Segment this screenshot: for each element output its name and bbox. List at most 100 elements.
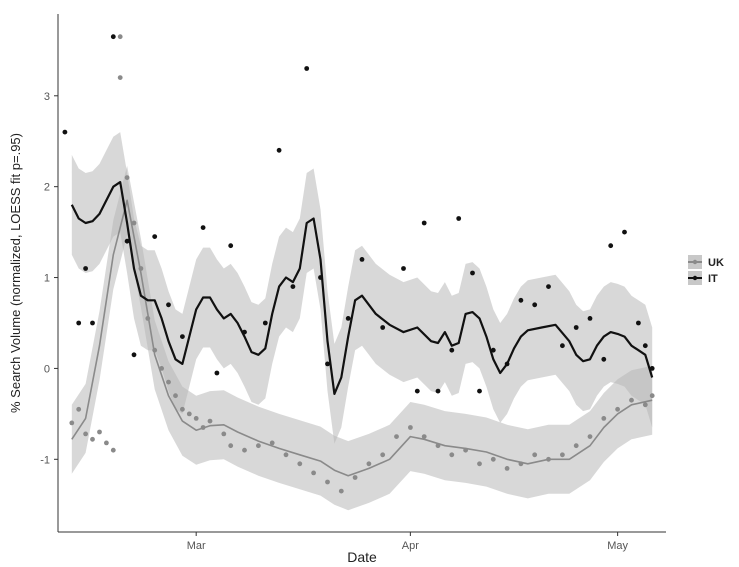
- data-point-uk: [504, 466, 510, 471]
- data-point-it: [83, 266, 88, 271]
- data-point-uk: [615, 406, 620, 412]
- confidence-bands: [71, 132, 653, 511]
- data-point-uk: [408, 425, 413, 430]
- data-point-uk: [518, 461, 524, 467]
- data-point-uk: [546, 456, 551, 462]
- fit-line-uk: [71, 199, 653, 477]
- data-point-it: [546, 284, 551, 289]
- data-point-it: [228, 243, 234, 249]
- data-point-it: [90, 320, 95, 326]
- data-point-uk: [573, 443, 579, 449]
- data-point-uk: [131, 220, 137, 226]
- data-point-uk: [338, 488, 344, 494]
- data-point-it: [380, 325, 386, 330]
- x-tick-label: May: [607, 540, 628, 552]
- data-point-uk: [159, 366, 165, 371]
- data-point-uk: [83, 431, 88, 437]
- data-point-it: [518, 297, 524, 303]
- data-point-it: [180, 334, 185, 339]
- data-point-it: [276, 147, 282, 153]
- data-point-uk: [477, 461, 482, 467]
- data-point-uk: [97, 429, 102, 435]
- data-point-uk: [90, 436, 95, 442]
- axes: -1 0 1 2 3 Mar Apr May: [40, 14, 666, 552]
- data-point-uk: [352, 475, 358, 480]
- data-point-uk: [228, 443, 234, 449]
- data-point-it: [242, 329, 247, 335]
- data-point-it: [449, 347, 455, 353]
- data-point-uk: [435, 443, 441, 449]
- data-point-it: [290, 284, 296, 289]
- data-point-it: [318, 275, 323, 280]
- data-point-it: [152, 234, 158, 240]
- data-point-uk: [104, 440, 109, 446]
- data-point-uk: [297, 461, 303, 467]
- data-point-uk: [256, 443, 261, 449]
- y-tick-label: 0: [44, 363, 50, 375]
- data-point-uk: [283, 452, 289, 458]
- x-tick-label: Mar: [187, 540, 206, 552]
- data-point-it: [636, 320, 641, 326]
- data-point-uk: [186, 411, 192, 417]
- data-point-it: [601, 356, 607, 362]
- data-point-it: [166, 302, 171, 308]
- data-point-uk: [193, 416, 199, 421]
- data-point-it: [110, 34, 116, 40]
- data-point-uk: [366, 461, 372, 467]
- data-point-it: [262, 320, 268, 326]
- data-point-uk: [173, 393, 178, 399]
- data-point-uk: [69, 420, 75, 426]
- data-point-uk: [587, 434, 593, 439]
- data-point-uk: [207, 418, 213, 424]
- data-point-it: [359, 257, 365, 262]
- data-point-uk: [560, 452, 565, 458]
- data-point-uk: [463, 447, 468, 453]
- data-point-uk: [325, 479, 330, 485]
- y-tick-label: 3: [44, 91, 50, 103]
- data-point-uk: [145, 316, 151, 321]
- data-point-uk: [380, 452, 386, 458]
- x-axis-title: Date: [347, 549, 377, 565]
- data-point-it: [62, 129, 68, 135]
- data-points: [62, 34, 655, 494]
- y-tick-label: 2: [44, 182, 50, 194]
- y-axis-title: % Search Volume (normalized, LOESS fit p…: [8, 133, 23, 413]
- data-point-it: [200, 225, 206, 231]
- data-point-it: [470, 270, 475, 276]
- data-point-uk: [532, 452, 538, 458]
- data-point-it: [414, 388, 420, 394]
- data-point-uk: [269, 440, 275, 446]
- data-point-uk: [490, 456, 496, 462]
- data-point-uk: [138, 266, 144, 271]
- data-point-uk: [601, 416, 607, 421]
- data-point-uk: [649, 393, 655, 399]
- data-point-uk: [152, 347, 158, 353]
- legend-key-point: [692, 275, 698, 281]
- data-point-it: [587, 316, 593, 321]
- data-point-uk: [421, 434, 427, 439]
- data-point-it: [504, 361, 510, 367]
- data-point-uk: [117, 75, 123, 80]
- data-point-it: [573, 325, 579, 330]
- data-point-it: [345, 316, 351, 321]
- x-axis-ticks: Mar Apr May: [187, 532, 629, 552]
- data-point-it: [532, 302, 538, 308]
- data-point-uk: [117, 34, 123, 40]
- legend-label-uk: UK: [708, 257, 724, 269]
- data-point-uk: [242, 447, 247, 453]
- x-tick-label: Apr: [402, 540, 419, 552]
- data-point-it: [456, 216, 462, 221]
- data-point-uk: [629, 397, 634, 403]
- data-point-uk: [200, 425, 206, 430]
- data-point-it: [76, 320, 82, 326]
- data-point-uk: [180, 406, 185, 412]
- data-point-it: [560, 343, 565, 349]
- fit-line-it: [70, 181, 654, 395]
- legend: UK IT: [688, 255, 724, 285]
- data-point-it: [642, 343, 648, 349]
- data-point-it: [490, 347, 496, 353]
- data-point-it: [124, 238, 130, 244]
- data-point-uk: [449, 452, 455, 458]
- data-point-uk: [110, 447, 116, 453]
